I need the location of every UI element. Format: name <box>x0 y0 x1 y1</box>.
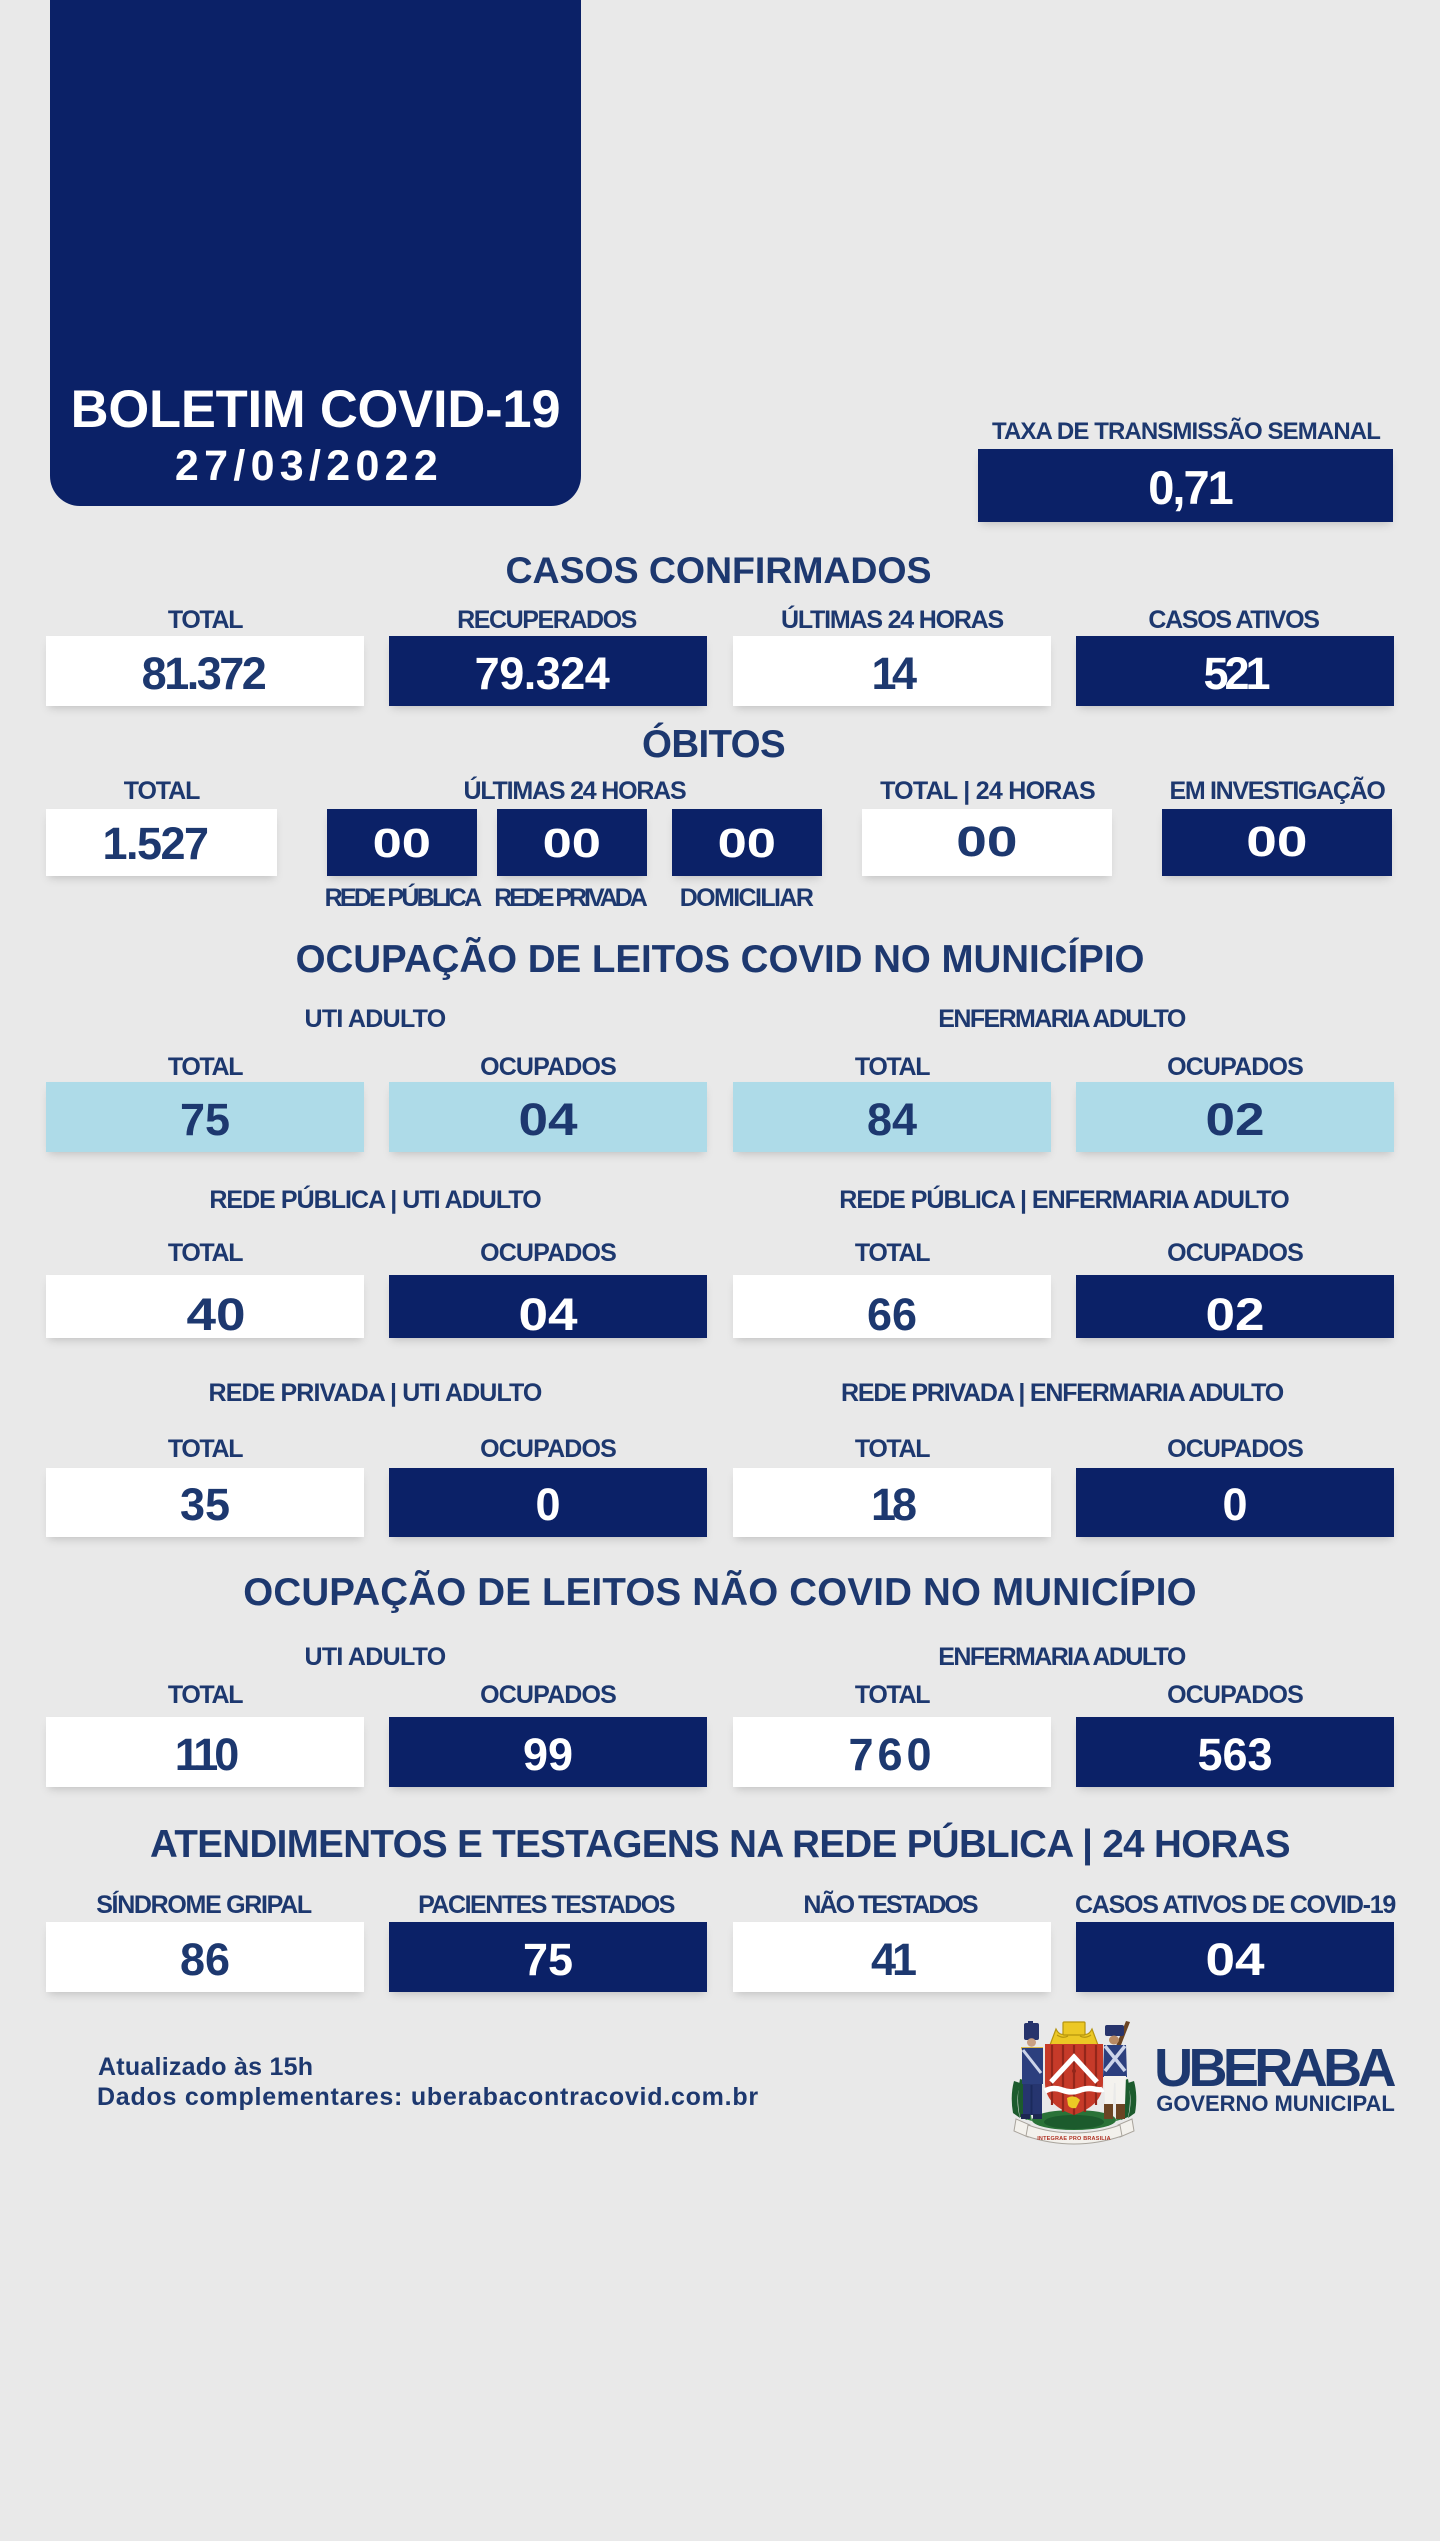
svg-text:INTEGRAE PRO BRASILIA: INTEGRAE PRO BRASILIA <box>1037 2136 1111 2142</box>
